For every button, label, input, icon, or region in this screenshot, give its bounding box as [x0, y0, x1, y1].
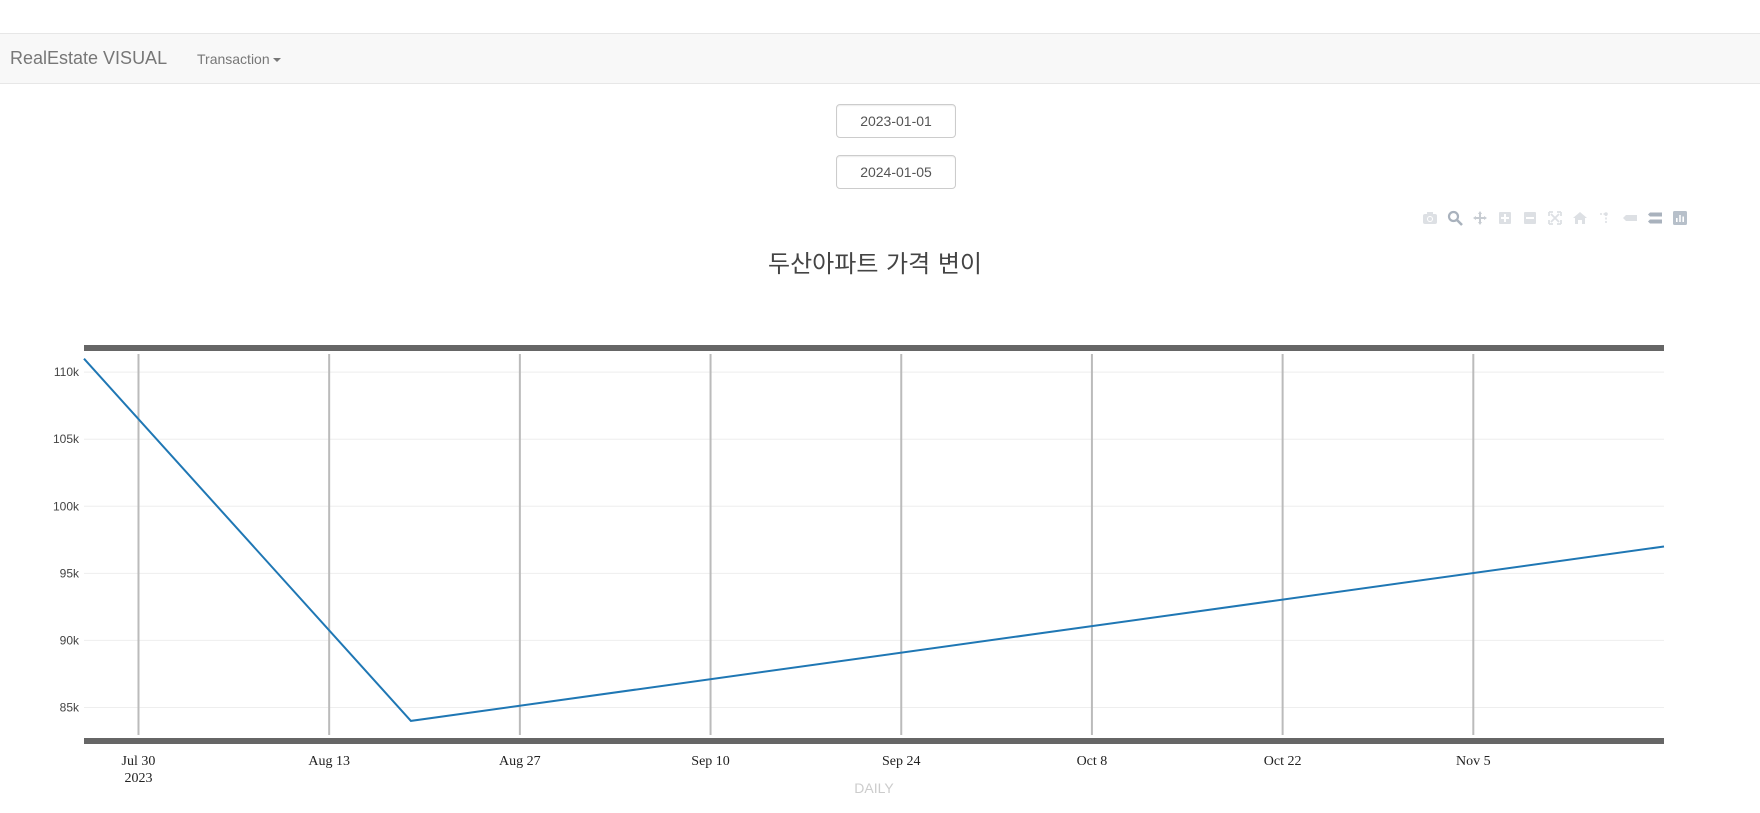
transaction-dropdown[interactable]: Transaction	[197, 51, 281, 67]
camera-icon[interactable]	[1417, 208, 1442, 228]
price-line-chart: 두산아파트 가격 변이 85k 90k 95k 100k 105k 110k Jul 30…	[53, 250, 1665, 796]
x-tick-label: Sep 24	[882, 754, 921, 769]
y-tick-label: 95k	[60, 566, 80, 580]
y-tick-label: 85k	[60, 700, 80, 714]
zoom-icon[interactable]	[1442, 208, 1467, 228]
x-tick-label: Oct 8	[1077, 754, 1108, 769]
x-tick-label: Jul 30	[122, 754, 156, 769]
chart-title: 두산아파트 가격 변이	[768, 250, 982, 278]
reset-axes-icon[interactable]	[1567, 208, 1592, 228]
brand-link[interactable]: RealEstate VISUAL	[10, 48, 168, 68]
zoom-out-icon[interactable]	[1517, 208, 1542, 228]
chart-toolbar	[1417, 208, 1692, 228]
spike-lines-icon[interactable]	[1592, 208, 1617, 228]
x-tick-label: Oct 22	[1264, 754, 1302, 769]
x-axis-ticks: Jul 30 2023 Aug 13 Aug 27 Sep 10 Sep 24 Oct 8 O…	[122, 754, 1491, 786]
start-date-input[interactable]	[836, 104, 956, 138]
navbar: RealEstate VISUAL Transaction	[0, 33, 1760, 84]
x-tick-label: Nov 5	[1456, 754, 1491, 769]
x-tick-label: Aug 13	[308, 754, 350, 769]
price-series-line	[83, 358, 1665, 722]
y-tick-label: 105k	[53, 432, 80, 446]
x-axis-title: DAILY	[854, 780, 894, 796]
hover-compare-icon[interactable]	[1642, 208, 1667, 228]
plotly-logo-icon[interactable]	[1667, 208, 1692, 228]
caret-down-icon	[272, 58, 281, 63]
x-tick-label: Aug 27	[499, 754, 541, 769]
end-date-input[interactable]	[836, 155, 956, 189]
zoom-in-icon[interactable]	[1492, 208, 1517, 228]
x-tick-year-label: 2023	[124, 771, 152, 786]
y-tick-label: 90k	[60, 633, 80, 647]
x-tick-label: Sep 10	[691, 754, 730, 769]
transaction-dropdown-label: Transaction	[197, 51, 270, 67]
y-grid	[84, 371, 1664, 708]
pan-icon[interactable]	[1467, 208, 1492, 228]
series-layer	[83, 358, 1665, 722]
hover-closest-icon[interactable]	[1617, 208, 1642, 228]
y-tick-label: 100k	[53, 499, 80, 513]
autoscale-icon[interactable]	[1542, 208, 1567, 228]
x-grid	[137, 354, 1475, 735]
y-axis-ticks: 85k 90k 95k 100k 105k 110k	[53, 365, 80, 714]
y-tick-label: 110k	[54, 365, 80, 379]
plot-frame	[84, 345, 1664, 744]
